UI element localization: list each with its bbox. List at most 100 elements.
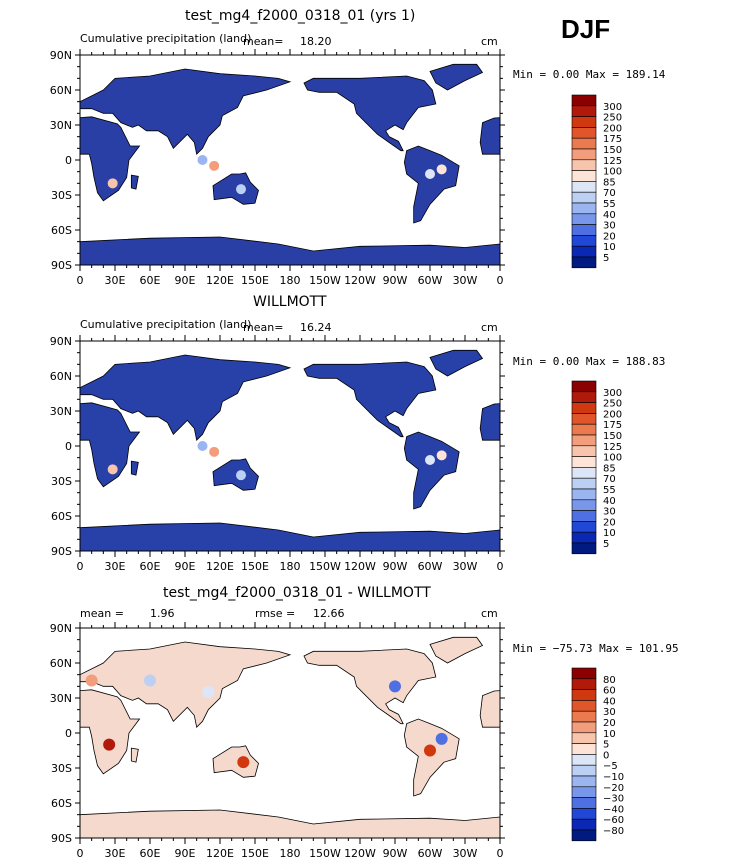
lon-tick-label: 0 [497,560,504,573]
colorbar-swatch [571,94,597,107]
colorbar-swatch [571,213,597,225]
continent [429,63,484,91]
lon-tick-label: 90W [383,560,408,573]
continent [80,402,141,488]
colorbar-label: 85 [603,177,616,188]
colorbar-label: 40 [603,496,616,507]
lat-tick-label: 60N [50,657,72,670]
map-group-1: 90N 60N 30N 0 30S 60S 90S 0 30E 60E 90E 120E 150E 180… [0,49,732,287]
colorbar-label: 100 [603,453,622,464]
lat-tick-label: 0 [65,727,72,740]
precip-patch [436,450,447,461]
colorbar-swatch [571,391,597,403]
colorbar-label: 30 [603,507,616,518]
lon-tick-label: 30W [453,847,478,860]
colorbar-swatch [571,445,597,457]
panel-3-units: cm [481,607,498,620]
map-group-2: 90N 60N 30N 0 30S 60S 90S 0 30E 60E 90E 120E 150E 180… [0,335,679,573]
continent [303,648,437,725]
continent [80,68,292,155]
colorbar-swatch [571,488,597,501]
colorbar-label: 200 [603,409,622,420]
colorbar-swatch [571,797,597,809]
colorbar-swatch [571,510,597,522]
continent [0,649,16,724]
lon-tick-label: 90W [383,847,408,860]
lat-tick-label: 60S [51,224,72,237]
precip-patch [209,446,220,457]
colorbar-label: −20 [603,783,624,794]
colorbar-label: 5 [603,253,609,264]
panel-1-units: cm [481,35,498,48]
diff-patch [85,674,98,687]
lat-tick-label: 30S [51,189,72,202]
continent [724,649,732,724]
continent [80,641,292,728]
lat-tick-label: 60S [51,510,72,523]
lon-tick-label: 120E [206,560,234,573]
colorbar-label: −5 [603,761,618,772]
lon-tick-label: 60W [418,274,443,287]
colorbar-swatch [571,402,597,414]
colorbar-label: 10 [603,528,616,539]
colorbar-swatch [571,710,597,723]
continent [80,522,500,551]
lon-tick-label: 180 [280,274,301,287]
colorbar-swatch [571,116,597,128]
lat-tick-label: 30S [51,475,72,488]
diff-patch [237,756,250,769]
panel-2-minmax: Min = 0.00 Max = 188.83 [513,355,666,368]
diff-patch [424,744,436,757]
continent [0,432,39,509]
diff-patch [144,674,156,687]
continent [429,349,484,377]
colorbar-label: 40 [603,696,616,707]
colorbar-swatch [571,467,597,479]
lon-tick-label: 90W [383,274,408,287]
colorbar-swatch [571,181,597,193]
lat-tick-label: 60N [50,84,72,97]
panel-1-mean-value: 18.20 [300,35,332,48]
diff-patch [435,732,448,745]
lon-tick-label: 60E [140,560,161,573]
colorbar-swatch [571,732,597,744]
colorbar-label: 40 [603,210,616,221]
lat-tick-label: 30N [50,405,72,418]
colorbar-label: 125 [603,156,622,167]
lon-tick-label: 120E [206,847,234,860]
continent [130,460,139,476]
colorbar-swatch [571,170,597,182]
colorbar-swatch [571,202,597,215]
panel-1-title: test_mg4_f2000_0318_01 (yrs 1) [185,8,416,24]
lon-tick-label: 30E [105,274,126,287]
lon-tick-label: 60E [140,847,161,860]
lon-tick-label: 0 [497,847,504,860]
colorbar-label: 70 [603,474,616,485]
colorbar-swatch [571,818,597,831]
continent [212,458,259,491]
panel-1-subtitle: Cumulative precipitation (land) [80,32,252,45]
colorbar-label: 10 [603,242,616,253]
continent [0,146,39,223]
panel-1-mean-label: mean= [243,35,284,48]
colorbar-label: 150 [603,431,622,442]
colorbar-label: 85 [603,463,616,474]
colorbar-label: 5 [603,740,609,751]
continent [499,241,500,265]
lat-tick-label: 30N [50,119,72,132]
continent [724,76,732,151]
continent [499,527,500,551]
panel-3-mean-value: 1.96 [150,607,175,620]
colorbar-swatch [571,775,597,788]
lat-tick-label: 90N [50,335,72,348]
colorbar-label: 80 [603,675,616,686]
panel-3-title: test_mg4_f2000_0318_01 - WILLMOTT [163,585,431,601]
panel-1-minmax: Min = 0.00 Max = 189.14 [513,68,666,81]
continent [80,354,292,441]
continent [403,431,460,510]
colorbar-label: 0 [603,750,609,761]
colorbar-swatch [571,148,597,161]
continent [633,459,679,491]
continent [0,362,16,437]
